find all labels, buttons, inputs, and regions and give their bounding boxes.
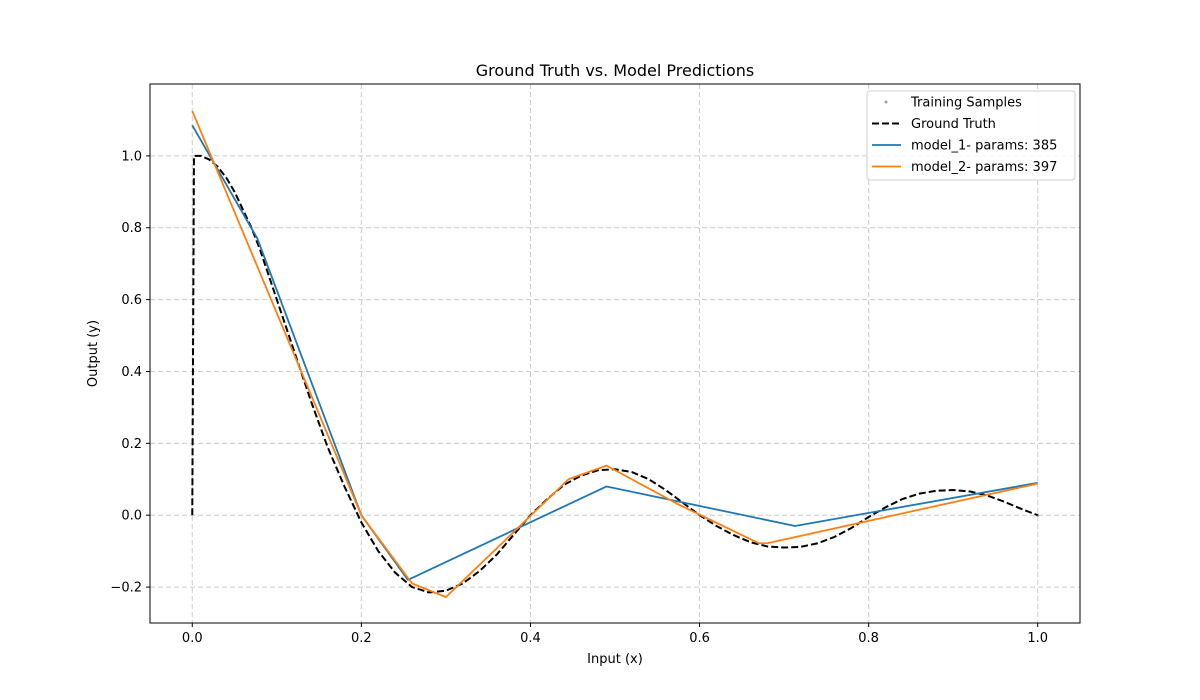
y-axis: −0.2 0.0 0.2 0.4 0.6 0.8 1.0: [110, 149, 150, 596]
y-tick-label: 0.8: [121, 221, 142, 236]
legend-entry-ground-truth: Ground Truth: [872, 117, 996, 132]
y-tick-label: 0.2: [121, 437, 142, 452]
model-2-line: [191, 110, 1038, 599]
legend-label: Training Samples: [910, 96, 1022, 111]
legend-label: model_2- params: 397: [911, 160, 1057, 175]
x-tick-label: 0.4: [520, 631, 541, 646]
chart-title: Ground Truth vs. Model Predictions: [476, 61, 755, 80]
legend-entry-training-samples: Training Samples: [884, 96, 1022, 111]
grid: [150, 84, 1080, 623]
y-tick-label: −0.2: [110, 581, 142, 596]
legend: Training Samples Ground Truth model_1- par…: [866, 90, 1076, 181]
legend-box: [866, 90, 1076, 181]
model-1-line: [191, 124, 1038, 581]
x-tick-label: 0.2: [351, 631, 372, 646]
axes-frame: [149, 83, 1081, 624]
ground-truth-line: [191, 154, 1039, 594]
plot-area: [191, 110, 1040, 599]
y-axis-label: Output (y): [86, 320, 101, 387]
legend-marker: [884, 100, 888, 104]
x-axis: 0.0 0.2 0.4 0.6 0.8 1.0: [182, 623, 1048, 646]
legend-entry-model-2: model_2- params: 397: [872, 160, 1057, 175]
legend-label: model_1- params: 385: [911, 139, 1057, 154]
y-tick-label: 0.0: [121, 509, 142, 524]
x-tick-label: 0.6: [689, 631, 710, 646]
x-tick-label: 0.0: [182, 631, 203, 646]
x-tick-label: 1.0: [1027, 631, 1048, 646]
x-axis-label: Input (x): [587, 652, 643, 667]
y-tick-label: 1.0: [121, 149, 142, 164]
y-tick-label: 0.6: [121, 293, 142, 308]
x-tick-label: 0.8: [858, 631, 879, 646]
legend-label: Ground Truth: [911, 117, 996, 132]
y-tick-label: 0.4: [121, 365, 142, 380]
legend-entry-model-1: model_1- params: 385: [872, 139, 1057, 154]
